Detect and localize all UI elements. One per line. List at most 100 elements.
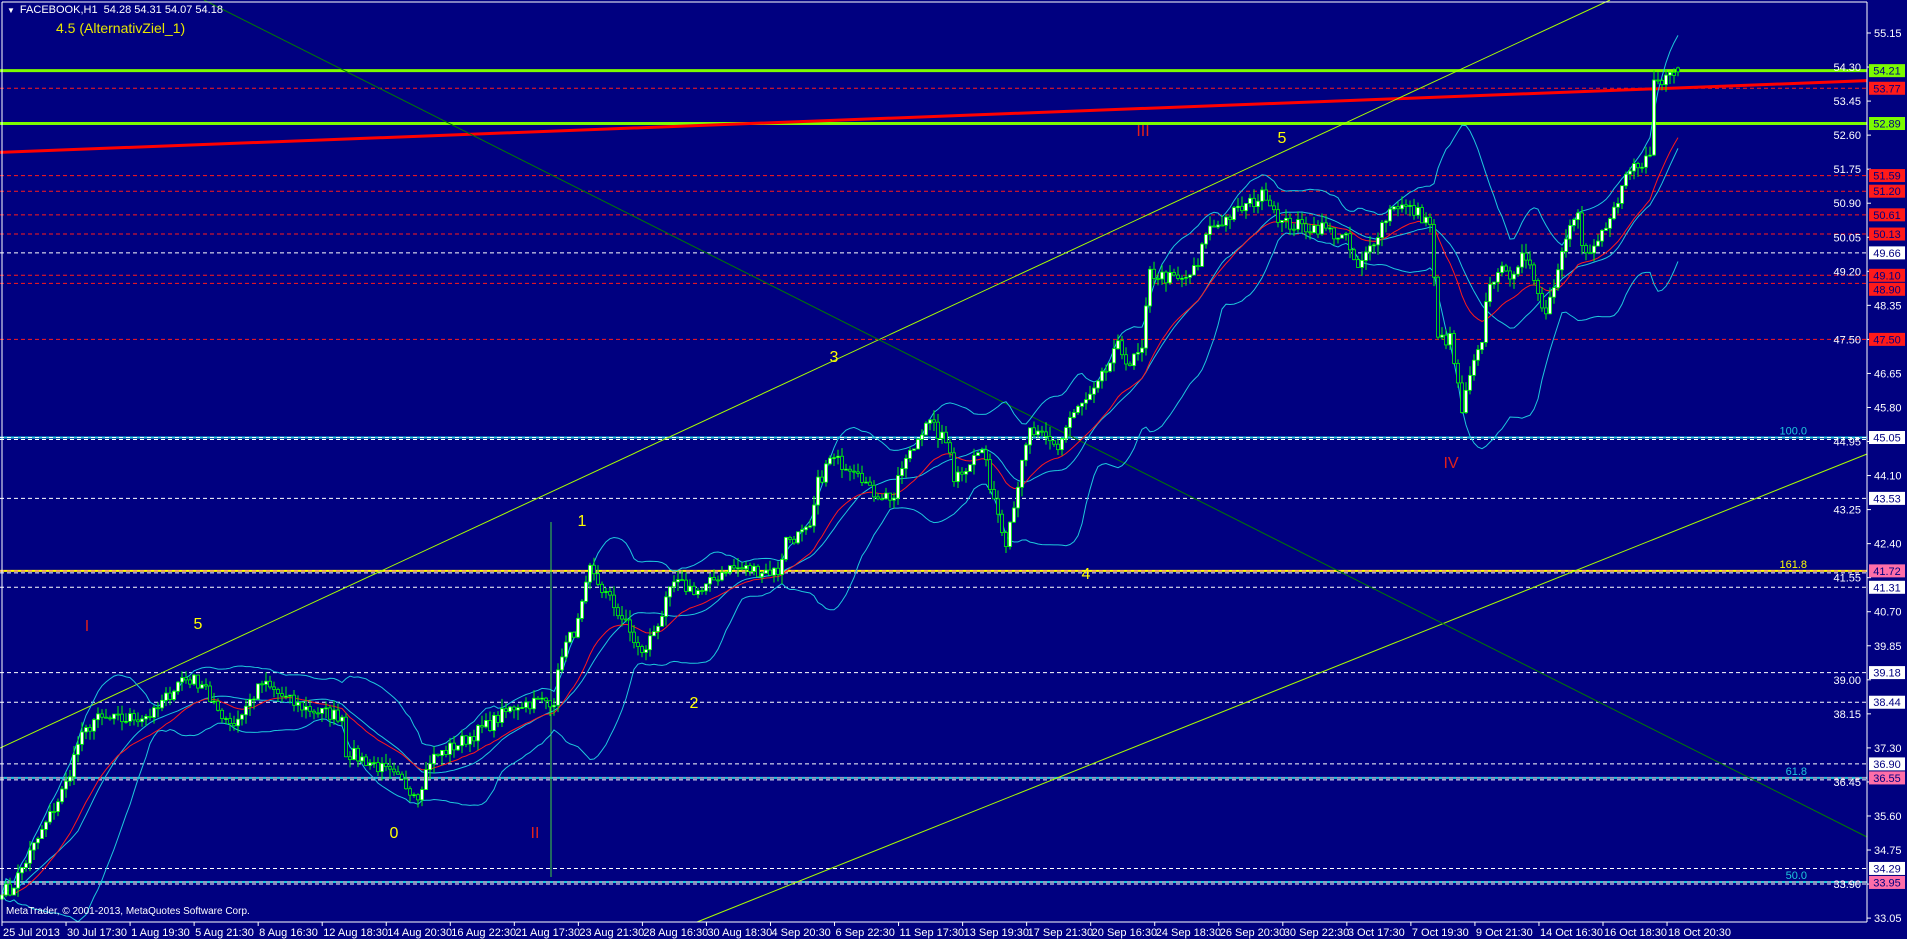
price-tick-label: 55.15: [1874, 28, 1902, 40]
candle-body: [1024, 444, 1028, 461]
candle-body: [300, 701, 304, 711]
wave-label: 5: [194, 616, 203, 633]
candle-body: [296, 701, 300, 706]
candle-body: [1496, 272, 1500, 283]
candle-body: [924, 422, 928, 436]
time-tick-label: 7 Oct 19:30: [1412, 927, 1469, 939]
candle-body: [192, 674, 196, 685]
candle-body: [864, 481, 868, 484]
price-level-tag: [1869, 64, 1905, 78]
candle-body: [1608, 218, 1612, 229]
candle-body: [624, 618, 628, 621]
price-tick-label: 42.40: [1874, 539, 1902, 551]
candle-body: [432, 753, 436, 765]
price-level-tag-label: 52.89: [1873, 119, 1901, 131]
candle-body: [344, 716, 348, 758]
candle-body: [168, 692, 172, 700]
candle-body: [1068, 417, 1072, 428]
candle-body: [348, 756, 352, 760]
candle-body: [84, 727, 88, 733]
candle-body: [1240, 205, 1244, 212]
price-tick-label: 44.95: [1833, 437, 1861, 449]
candle-body: [976, 452, 980, 456]
candle-body: [928, 419, 932, 424]
candle-body: [1084, 399, 1088, 404]
candle-body: [536, 697, 540, 700]
price-tick-label: 47.50: [1833, 334, 1861, 346]
candle-body: [788, 536, 792, 540]
candle-body: [28, 849, 32, 864]
candle-body: [316, 712, 320, 715]
price-tick-label: 49.20: [1833, 266, 1861, 278]
time-tick-label: 5 Aug 21:30: [195, 927, 254, 939]
candle-body: [140, 718, 144, 723]
candle-body: [1256, 200, 1260, 207]
candle-body: [1576, 212, 1580, 221]
price-level-tag: [1869, 227, 1905, 241]
candle-body: [1416, 207, 1420, 216]
candle-body: [272, 686, 276, 690]
price-level-tag-label: 50.61: [1873, 210, 1901, 222]
candle-body: [1500, 265, 1504, 273]
candle-body: [1556, 269, 1560, 289]
candle-body: [852, 470, 856, 473]
candle-body: [1536, 280, 1540, 294]
candle-body: [436, 753, 440, 756]
candle-body: [1672, 71, 1676, 76]
candle-body: [1580, 212, 1584, 246]
candle-body: [488, 720, 492, 731]
candle-body: [900, 468, 904, 477]
candle-body: [364, 756, 368, 766]
wave-label: 5: [1278, 130, 1287, 147]
candle-body: [1336, 237, 1340, 240]
triangle-down-icon[interactable]: ▼: [7, 5, 15, 15]
candle-body: [388, 766, 392, 770]
candle-body: [1452, 333, 1456, 364]
candle-body: [292, 694, 296, 706]
time-tick-label: 17 Sep 21:30: [1028, 927, 1093, 939]
candle-body: [988, 459, 992, 490]
wave-label: III: [1136, 123, 1149, 140]
price-level-tag-label: 49.66: [1873, 248, 1901, 260]
candle-body: [1588, 252, 1592, 255]
candle-body: [1548, 296, 1552, 315]
candle-body: [784, 536, 788, 560]
candle-body: [1228, 216, 1232, 220]
candle-body: [752, 565, 756, 572]
candle-body: [400, 773, 404, 780]
candle-body: [1144, 305, 1148, 349]
candle-body: [884, 492, 888, 500]
candle-body: [596, 573, 600, 585]
candle-body: [1124, 354, 1128, 365]
candle-body: [252, 698, 256, 701]
price-tick-label: 36.45: [1833, 777, 1861, 789]
candle-body: [1204, 234, 1208, 245]
price-tick-label: 51.75: [1833, 164, 1861, 176]
candle-body: [968, 464, 972, 472]
time-tick-label: 25 Jul 2013: [3, 927, 60, 939]
candle-body: [312, 710, 316, 714]
candle-body: [12, 887, 16, 896]
candle-body: [1288, 217, 1292, 230]
candle-body: [604, 591, 608, 593]
candle-body: [332, 709, 336, 720]
candle-body: [780, 558, 784, 576]
candle-body: [1008, 521, 1012, 547]
candle-body: [856, 471, 860, 474]
candle-body: [32, 842, 36, 851]
candle-body: [1132, 353, 1136, 367]
candle-body: [136, 719, 140, 723]
candle-body: [1668, 71, 1672, 76]
candle-body: [196, 674, 200, 689]
chart-header[interactable]: ▼ FACEBOOK,H1 54.28 54.31 54.07 54.18: [7, 4, 223, 16]
candle-body: [1480, 341, 1484, 351]
time-tick-label: 14 Aug 20:30: [387, 927, 452, 939]
candle-body: [920, 434, 924, 440]
candle-body: [904, 458, 908, 470]
candle-body: [1184, 276, 1188, 279]
candle-body: [128, 713, 132, 722]
candle-body: [1508, 270, 1512, 280]
candle-body: [352, 747, 356, 760]
candle-body: [1468, 374, 1472, 391]
